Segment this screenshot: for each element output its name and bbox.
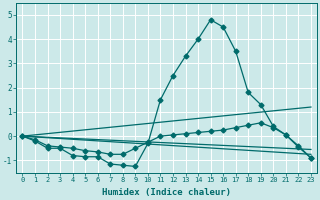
- X-axis label: Humidex (Indice chaleur): Humidex (Indice chaleur): [102, 188, 231, 197]
